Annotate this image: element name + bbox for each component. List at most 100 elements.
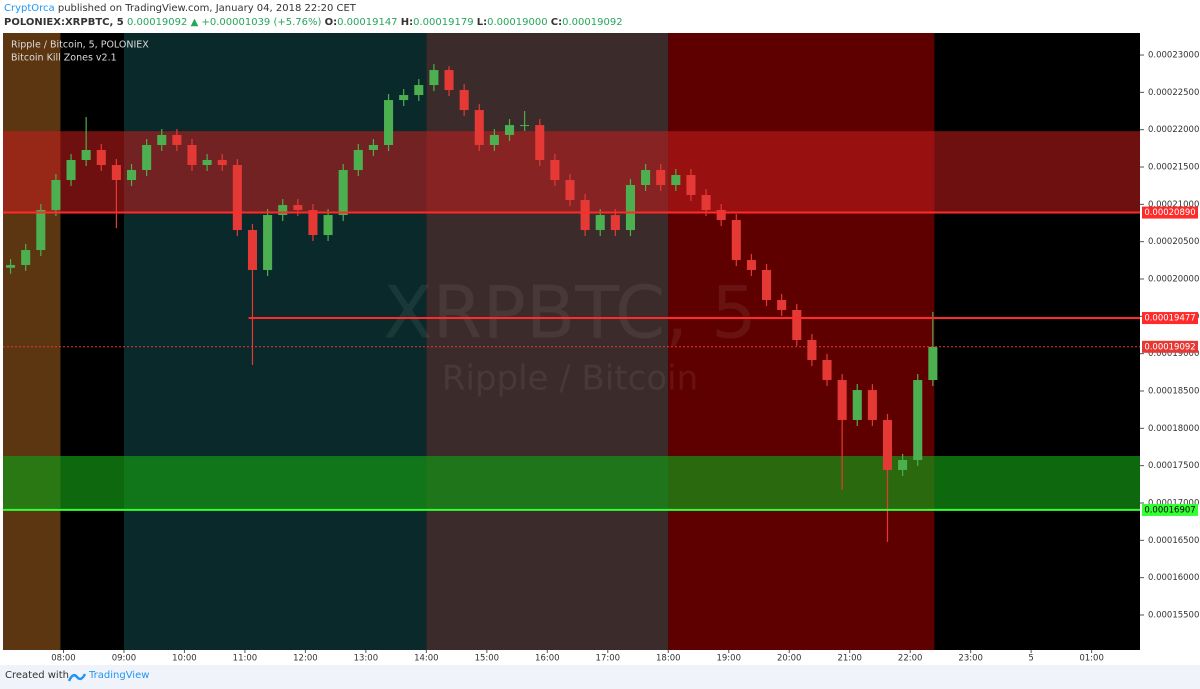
candle-body	[822, 360, 832, 381]
candle-body	[414, 85, 424, 96]
y-tick-label: 0.00018000	[1148, 424, 1199, 434]
candle-body	[51, 180, 61, 211]
candle-body	[535, 125, 545, 160]
candle-body	[625, 185, 636, 231]
candle-body	[384, 100, 394, 145]
candle-body	[399, 95, 409, 101]
candle-body	[66, 159, 76, 181]
x-tick-label: 14:00	[414, 654, 439, 664]
x-tick-label: 01:00	[1079, 654, 1104, 664]
candle-body	[368, 144, 378, 150]
x-tick-label: 16:00	[535, 654, 560, 664]
open-label: O:	[324, 17, 338, 28]
chart-title: Ripple / Bitcoin, 5, POLONIEX	[11, 40, 149, 51]
change: +0.00001039 (+5.76%)	[201, 17, 322, 28]
candle-body	[172, 134, 182, 145]
candle-body	[293, 205, 303, 211]
candle-body	[701, 195, 711, 211]
candle-body	[323, 215, 333, 236]
x-tick-label: 10:00	[172, 654, 197, 664]
candle-body	[852, 390, 862, 420]
candle-body	[126, 170, 137, 181]
session-band	[123, 33, 427, 650]
candle-body	[550, 159, 560, 181]
session-band	[60, 33, 124, 650]
candle-body	[308, 210, 318, 236]
candle-body	[777, 299, 787, 310]
y-tick-label: 0.00018500	[1148, 387, 1199, 397]
header: CryptOrca published on TradingView.com, …	[4, 2, 623, 30]
x-tick-label: 15:00	[475, 654, 500, 664]
candle-body	[96, 149, 106, 166]
y-tick-label: 0.00021500	[1148, 163, 1199, 173]
publish-line: CryptOrca published on TradingView.com, …	[4, 2, 623, 16]
y-tick-label: 0.00022000	[1148, 125, 1199, 135]
level-label: 0.00020890	[1144, 208, 1195, 218]
x-tick-label: 11:00	[233, 654, 258, 664]
candle-body	[928, 346, 938, 381]
x-tick-label: 22:00	[898, 654, 923, 664]
published: published on TradingView.com, January 04…	[57, 3, 356, 14]
level-badge	[1142, 340, 1198, 353]
candle-body	[565, 180, 575, 201]
candle-body	[444, 70, 454, 91]
x-tick-label: 17:00	[596, 654, 621, 664]
candle-body	[263, 215, 273, 270]
x-tick-label: 08:00	[51, 654, 76, 664]
high-label: H:	[400, 17, 414, 28]
x-tick-label: 19:00	[716, 654, 741, 664]
candle-body	[429, 70, 439, 86]
session-band	[3, 33, 61, 650]
author[interactable]: CryptOrca	[4, 3, 55, 14]
candle-body	[671, 175, 681, 186]
y-tick-label: 0.00022500	[1148, 88, 1199, 98]
logo	[68, 673, 86, 682]
x-tick-label: 23:00	[958, 654, 983, 664]
candle-body	[898, 459, 908, 470]
high-value: 0.00019179	[413, 17, 474, 28]
x-tick-label: 5	[1028, 654, 1033, 664]
y-tick-label: 0.00023000	[1148, 51, 1199, 61]
candle-body	[338, 170, 348, 216]
up-arrow: ▲	[190, 17, 199, 28]
candle-body	[882, 419, 893, 470]
time-axis-bg	[0, 650, 1140, 665]
candle-body	[489, 134, 499, 145]
kill-zone	[3, 456, 1140, 510]
candle-body	[21, 250, 31, 265]
close-value: 0.00019092	[562, 17, 623, 28]
candle-body	[111, 165, 121, 181]
candle-body	[716, 210, 726, 221]
low-value: 0.00019000	[487, 17, 548, 28]
x-tick-label: 13:00	[354, 654, 379, 664]
footer: Created with TradingView	[0, 665, 1200, 689]
y-tick-label: 0.00017000	[1148, 498, 1199, 508]
y-tick-label: 0.00016500	[1148, 536, 1199, 546]
last-price: 0.00019092	[126, 17, 188, 28]
candle-body	[232, 165, 242, 231]
level-label: 0.00019477	[1144, 314, 1195, 324]
x-tick-label: 18:00	[656, 654, 681, 664]
y-tick-label: 0.00017500	[1148, 461, 1199, 471]
x-tick-label: 21:00	[837, 654, 862, 664]
candle-body	[474, 110, 484, 145]
level-badge	[1142, 206, 1198, 219]
candle-body	[504, 125, 515, 135]
candle-body	[217, 159, 227, 166]
candle-body	[520, 125, 530, 127]
y-tick-label: 0.00015500	[1148, 610, 1199, 620]
candle-body	[580, 200, 590, 231]
candle-body	[187, 144, 197, 166]
candle-body	[278, 205, 288, 216]
symbol: POLONIEX:XRPBTC, 5	[4, 17, 124, 28]
brand[interactable]: TradingView	[89, 670, 150, 681]
candle-body	[6, 264, 16, 268]
candle-body	[837, 380, 847, 420]
level-label: 0.00019092	[1144, 342, 1195, 352]
level-badge	[1142, 503, 1198, 516]
x-tick-label: 09:00	[112, 654, 137, 664]
candle-body	[686, 175, 696, 196]
candle-body	[81, 149, 91, 160]
